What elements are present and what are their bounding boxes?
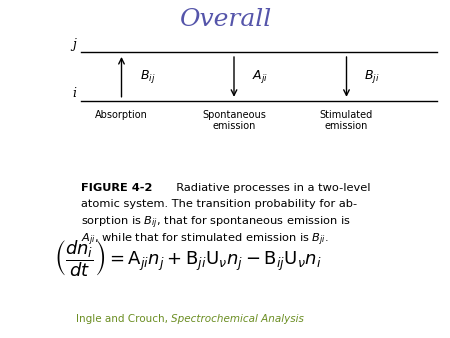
Text: atomic system. The transition probability for ab-: atomic system. The transition probabilit…	[81, 199, 357, 209]
Text: Spontaneous
emission: Spontaneous emission	[202, 110, 266, 131]
Text: $B_{ij}$: $B_{ij}$	[140, 68, 155, 86]
Text: Ingle and Crouch,: Ingle and Crouch,	[76, 314, 171, 324]
Text: FIGURE 4-2: FIGURE 4-2	[81, 183, 153, 193]
Text: Spectrochemical Analysis: Spectrochemical Analysis	[171, 314, 304, 324]
Text: sorption is $B_{ij}$, that for spontaneous emission is: sorption is $B_{ij}$, that for spontaneo…	[81, 215, 351, 232]
Text: Absorption: Absorption	[95, 110, 148, 120]
Text: Overall: Overall	[179, 8, 271, 31]
Text: i: i	[72, 88, 76, 100]
Text: Stimulated
emission: Stimulated emission	[320, 110, 373, 131]
Text: $\left(\dfrac{dn_i}{dt}\right) = \mathsf{A}_{ji}n_j + \mathsf{B}_{ji}\mathsf{U}_: $\left(\dfrac{dn_i}{dt}\right) = \mathsf…	[54, 238, 321, 279]
Text: $A_{ji}$: $A_{ji}$	[252, 68, 268, 86]
Text: Radiative processes in a two-level: Radiative processes in a two-level	[169, 183, 370, 193]
Text: $B_{ji}$: $B_{ji}$	[364, 68, 380, 86]
Text: j: j	[72, 39, 76, 51]
Text: $A_{ji}$, while that for stimulated emission is $B_{ji}$.: $A_{ji}$, while that for stimulated emis…	[81, 231, 328, 248]
